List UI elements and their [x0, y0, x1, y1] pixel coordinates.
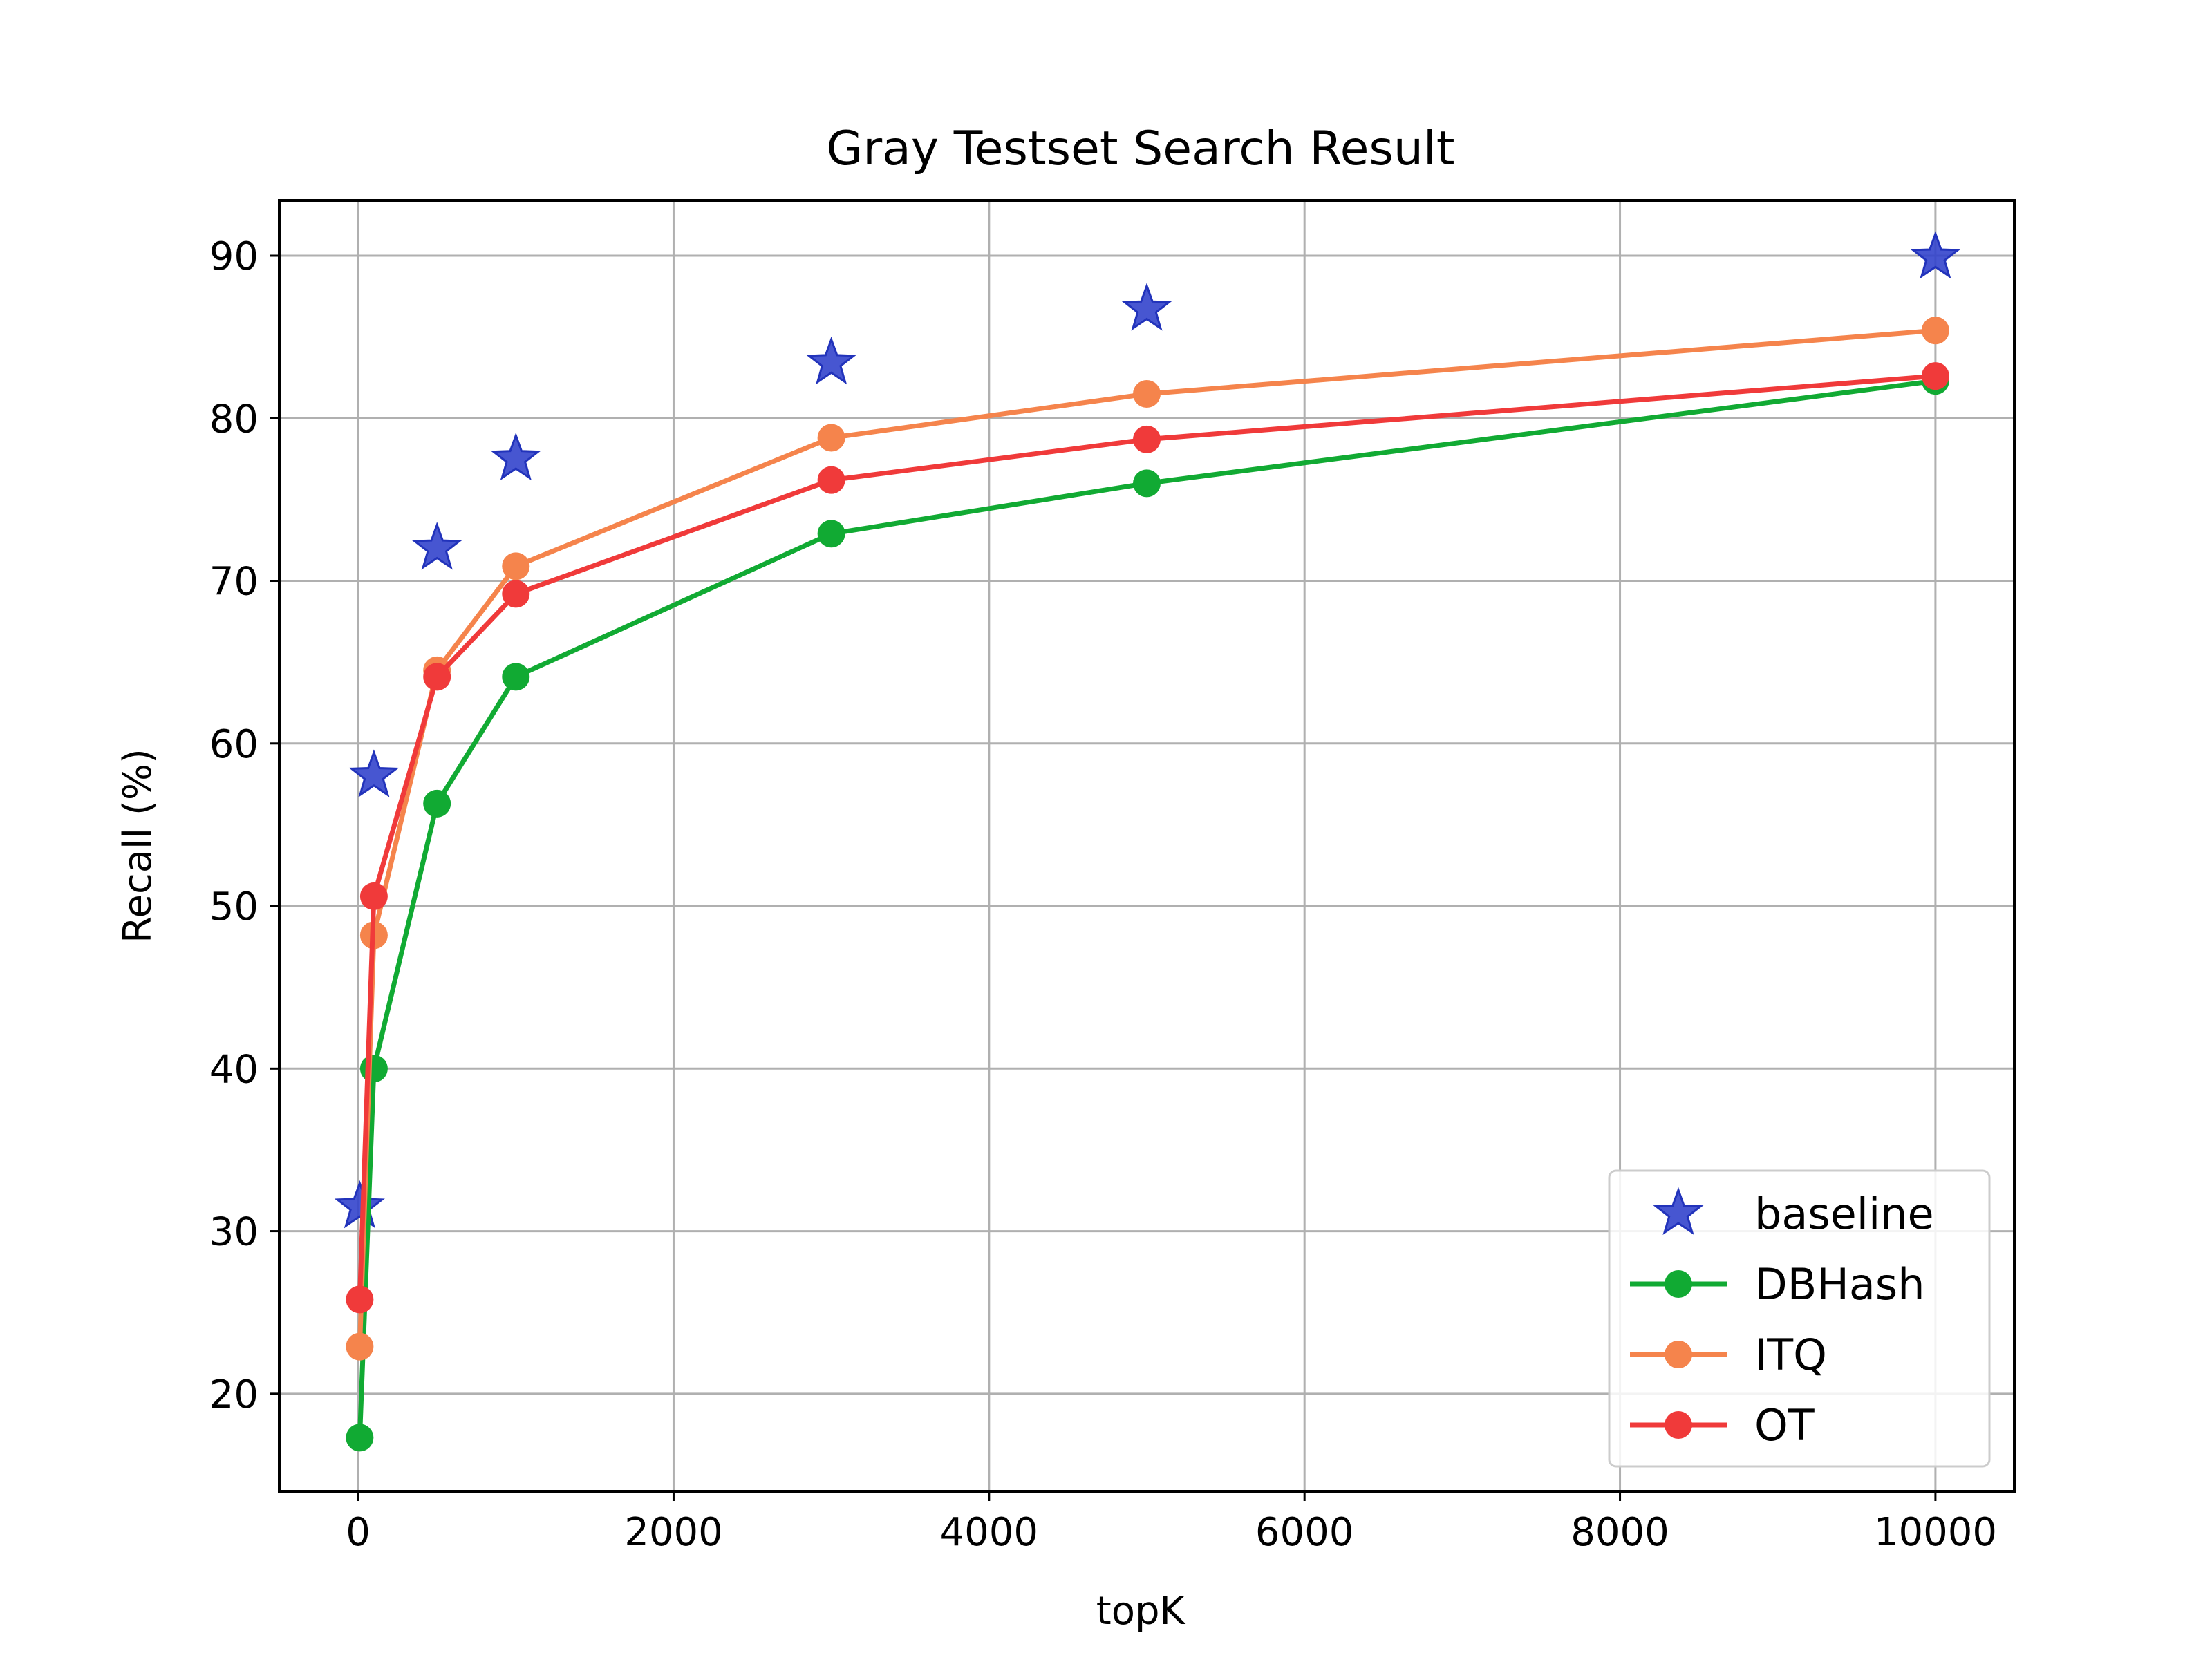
- data-point-itq: [1921, 317, 1949, 345]
- data-point-dbhash: [1133, 469, 1161, 498]
- data-point-dbhash: [502, 663, 530, 691]
- axis-ticks: 0 2000 4000 6000 8000 10000 20 30 40 50 60 70 80 90: [209, 234, 1997, 1555]
- series-ot: [346, 362, 1949, 1314]
- legend-marker: [1665, 1270, 1692, 1298]
- legend-entry-dbhash: DBHash: [1630, 1259, 1925, 1310]
- y-tick-label: 70: [209, 560, 259, 605]
- data-point-ot: [817, 466, 845, 494]
- data-point-dbhash: [423, 789, 451, 818]
- x-tick-label: 6000: [1255, 1510, 1354, 1555]
- data-point-baseline: [411, 522, 462, 570]
- data-point-baseline: [1910, 230, 1961, 279]
- data-point-ot: [502, 580, 530, 608]
- legend: baseline DBHash ITQ OT: [1608, 1169, 1991, 1468]
- legend-marker: [1665, 1341, 1692, 1368]
- x-axis-label: topK: [1096, 1589, 1186, 1634]
- y-tick-label: 60: [209, 722, 259, 767]
- data-point-dbhash: [359, 1055, 388, 1083]
- data-point-itq: [1133, 379, 1161, 408]
- y-axis-label: Recall (%): [115, 748, 160, 943]
- data-point-itq: [502, 552, 530, 580]
- y-tick-label: 20: [209, 1372, 259, 1417]
- y-tick-label: 90: [209, 234, 259, 279]
- x-tick-label: 0: [346, 1510, 371, 1555]
- legend-marker: [1665, 1411, 1692, 1439]
- data-point-baseline: [334, 1180, 385, 1229]
- data-point-baseline: [1121, 283, 1172, 331]
- data-point-itq: [346, 1332, 374, 1361]
- chart-title: Gray Testset Search Result: [827, 122, 1455, 176]
- legend-label: OT: [1754, 1400, 1815, 1451]
- legend-entry-itq: ITQ: [1630, 1330, 1827, 1380]
- legend-label: baseline: [1754, 1189, 1934, 1239]
- legend-label: ITQ: [1754, 1330, 1827, 1380]
- series-baseline: [334, 230, 1961, 1229]
- x-tick-label: 10000: [1874, 1510, 1997, 1555]
- x-tick-label: 8000: [1571, 1510, 1669, 1555]
- data-point-baseline: [490, 432, 541, 481]
- y-tick-label: 30: [209, 1210, 259, 1255]
- data-point-ot: [423, 663, 451, 691]
- data-point-dbhash: [346, 1424, 374, 1452]
- data-point-ot: [359, 882, 388, 910]
- legend-entry-ot: OT: [1630, 1400, 1815, 1451]
- x-tick-label: 4000: [940, 1510, 1039, 1555]
- data-point-dbhash: [817, 520, 845, 548]
- y-tick-label: 80: [209, 397, 259, 442]
- y-tick-label: 50: [209, 885, 259, 929]
- y-tick-label: 40: [209, 1047, 259, 1092]
- data-point-itq: [817, 424, 845, 452]
- data-point-ot: [346, 1285, 374, 1314]
- data-point-baseline: [348, 749, 400, 797]
- legend-star-marker: [1653, 1187, 1704, 1236]
- x-tick-label: 2000: [624, 1510, 723, 1555]
- data-series: [334, 230, 1961, 1452]
- plot-frame: [278, 199, 2016, 1493]
- legend-box: [1608, 1169, 1991, 1468]
- data-point-ot: [1921, 362, 1949, 390]
- legend-entry-baseline: baseline: [1653, 1187, 1934, 1239]
- data-point-baseline: [806, 336, 857, 385]
- data-point-ot: [1133, 425, 1161, 453]
- legend-label: DBHash: [1754, 1259, 1925, 1310]
